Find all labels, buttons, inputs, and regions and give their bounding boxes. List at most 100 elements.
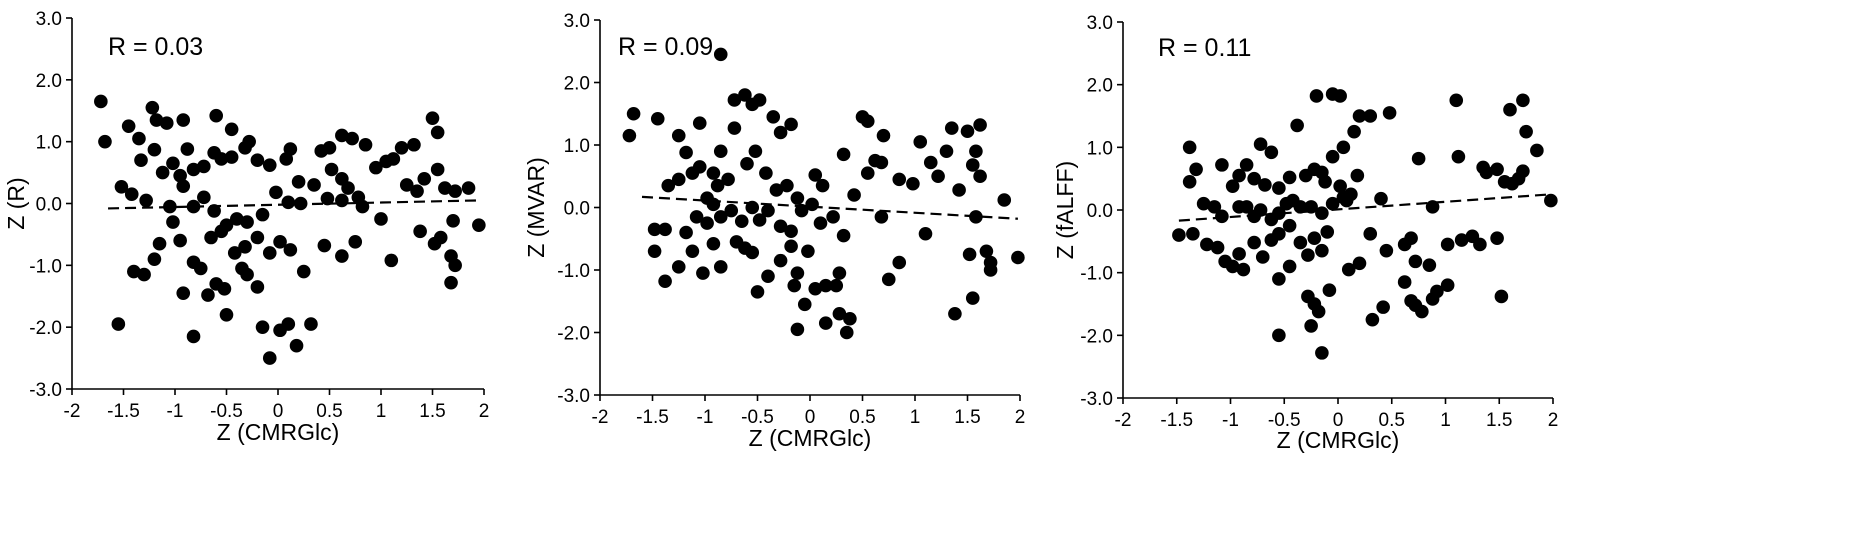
y-tick-label: 3.0 <box>564 11 590 32</box>
scatter-point <box>269 185 283 200</box>
scatter-point <box>159 116 174 130</box>
scatter-point <box>696 266 710 280</box>
scatter-point <box>710 178 725 193</box>
scatter-point <box>721 172 735 187</box>
scatter-point <box>1494 289 1509 304</box>
scatter-point <box>1365 312 1380 327</box>
scatter-point <box>98 134 112 149</box>
scatter-point <box>1404 231 1418 245</box>
scatter-point <box>448 258 462 273</box>
scatter-point <box>1411 151 1426 166</box>
scatter-point <box>240 215 254 229</box>
scatter-point <box>836 228 851 243</box>
x-tick-label: 0 <box>273 401 284 422</box>
scatter-point <box>1282 218 1297 233</box>
scatter-point <box>149 113 164 127</box>
trend-line <box>1178 193 1551 222</box>
y-tick-label: -1.0 <box>29 256 62 277</box>
scatter-point <box>752 93 767 107</box>
scatter-point <box>240 267 254 282</box>
scatter-point <box>1172 228 1186 242</box>
scatter-point <box>752 213 767 227</box>
scatter-point <box>176 179 191 193</box>
scatter-point <box>152 236 167 251</box>
scatter-point <box>291 175 306 189</box>
scatter-point <box>952 183 966 197</box>
scatter-point <box>766 110 781 124</box>
scatter-point <box>1315 206 1329 220</box>
x-tick-label: -1 <box>167 401 184 422</box>
scatter-point <box>784 117 798 132</box>
y-tick-label: 1.0 <box>36 133 62 154</box>
scatter-point <box>808 281 823 296</box>
scatter-point <box>384 253 399 268</box>
scatter-point <box>1397 275 1412 289</box>
scatter-point <box>186 162 201 177</box>
scatter-point <box>983 263 998 277</box>
chart-panel-mvar: 3.0 2.0 1.0 0.0 -1.0 -2.0 -3.0-2 -1.5 -1 -0.5 0 0.5… <box>523 11 1025 451</box>
scatter-point <box>997 193 1012 207</box>
scatter-point <box>94 94 108 109</box>
scatter-point <box>1479 165 1494 180</box>
scatter-point <box>1189 162 1203 177</box>
scatter-point <box>750 285 765 299</box>
scatter-point <box>173 233 187 248</box>
scatter-point <box>1210 240 1225 255</box>
scatter-point <box>281 195 296 210</box>
scatter-point <box>671 172 686 187</box>
scatter-point <box>410 184 424 198</box>
scatter-point <box>784 224 798 239</box>
scatter-point <box>197 159 211 174</box>
scatter-point <box>773 219 788 234</box>
x-tick-label: 0.5 <box>1379 410 1405 431</box>
scatter-point <box>1293 235 1308 250</box>
y-axis-title: Z (fALFF) <box>1052 161 1078 259</box>
scatter-point <box>784 239 798 254</box>
x-tick-label: -0.5 <box>1268 410 1301 431</box>
scatter-point <box>813 216 828 230</box>
scatter-point <box>224 122 239 137</box>
y-tick-label: -1.0 <box>1080 264 1113 285</box>
x-tick-label: 1.5 <box>954 407 980 428</box>
scatter-point <box>826 210 840 224</box>
scatter-point <box>145 100 160 115</box>
x-tick-label: 0 <box>1333 410 1344 431</box>
scatter-point <box>1519 124 1533 139</box>
scatter-point <box>296 264 311 279</box>
x-axis-title: Z (CMRGlc) <box>217 419 340 445</box>
scatter-point <box>207 204 221 218</box>
scatter-point <box>283 243 298 257</box>
scatter-point <box>1304 319 1318 333</box>
correlation-label: R = 0.11 <box>1158 34 1251 62</box>
scatter-point <box>1382 106 1397 120</box>
scatter-point <box>727 121 742 135</box>
scatter-point <box>433 230 448 245</box>
scatter-point <box>262 351 277 365</box>
scatter-point <box>780 178 794 193</box>
scatter-point <box>127 264 141 279</box>
x-tick-label: 1.5 <box>1486 410 1512 431</box>
scatter-point <box>836 147 851 162</box>
scatter-point <box>446 214 460 228</box>
scatter-point <box>255 320 270 334</box>
scatter-point <box>166 215 180 229</box>
scatter-point <box>948 306 962 321</box>
scatter-point <box>1379 243 1394 258</box>
scatter-point <box>860 166 875 180</box>
scatter-point <box>1352 109 1367 123</box>
scatter-point <box>238 239 252 254</box>
x-tick-label: 2 <box>479 401 490 422</box>
scatter-point <box>399 178 414 192</box>
chart-panel-falff: 3.0 2.0 1.0 0.0 -1.0 -2.0 -3.0-2 -1.5 -1 -0.5 0 0.5… <box>1052 13 1558 453</box>
scatter-point <box>1333 179 1347 193</box>
y-tick-label: 0.0 <box>1087 201 1113 222</box>
scatter-point <box>430 125 445 140</box>
scatter-point <box>1490 162 1504 177</box>
scatter-point <box>147 252 162 266</box>
scatter-point <box>829 278 844 293</box>
scatter-point <box>1215 209 1229 224</box>
scatter-point <box>1322 283 1337 298</box>
scatter-point <box>1253 203 1268 217</box>
scatter-point <box>1239 158 1254 172</box>
y-tick-label: 0.0 <box>36 195 62 216</box>
